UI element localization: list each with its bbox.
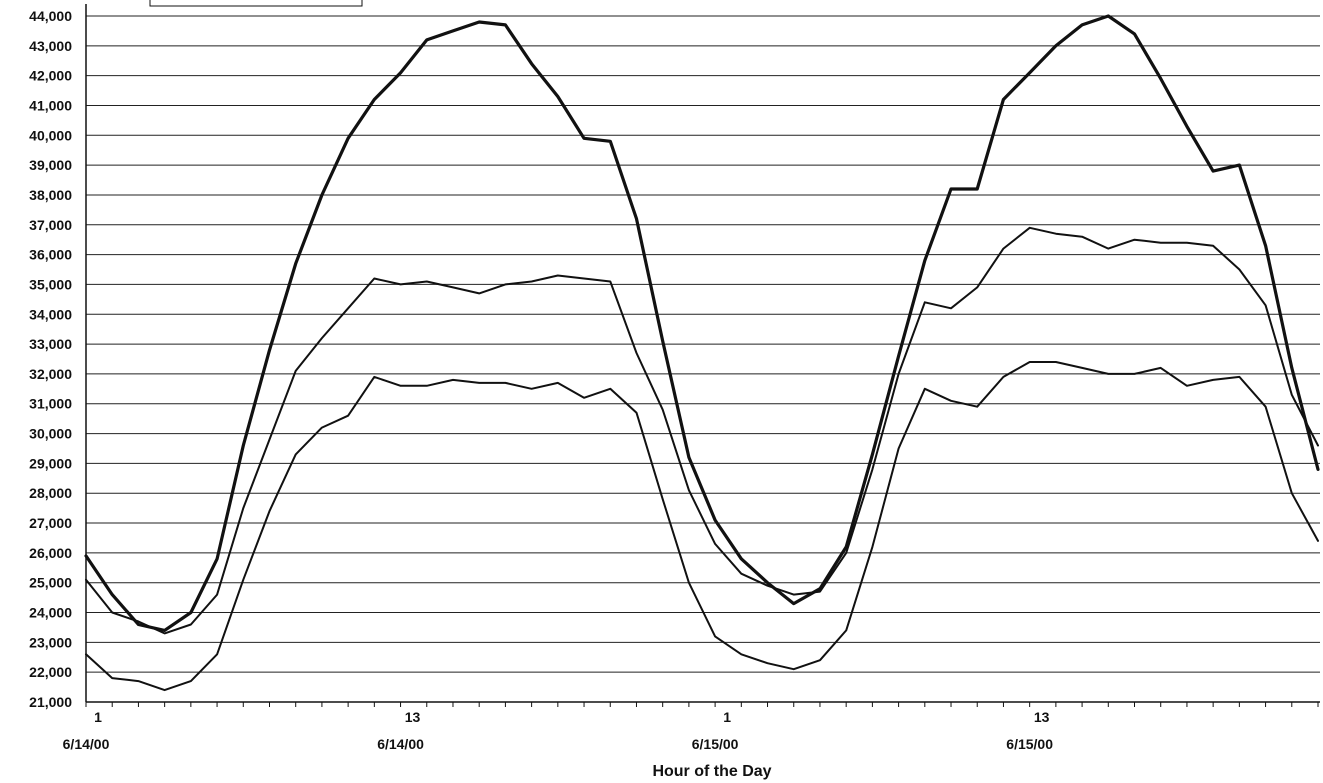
x-tick-hour: 1 <box>94 709 102 725</box>
y-tick-label: 35,000 <box>29 276 72 292</box>
y-tick-label: 25,000 <box>29 575 72 591</box>
y-tick-label: 37,000 <box>29 217 72 233</box>
series-lines <box>84 14 1320 692</box>
x-tick-hour: 1 <box>723 709 731 725</box>
y-tick-label: 31,000 <box>29 396 72 412</box>
gridlines <box>86 15 1320 673</box>
y-tick-label: 22,000 <box>29 664 72 680</box>
y-tick-label: 27,000 <box>29 515 72 531</box>
series-line-2 <box>85 226 1319 635</box>
y-tick-label: 21,000 <box>29 694 72 710</box>
legend-box <box>149 0 363 7</box>
y-tick-label: 42,000 <box>29 68 72 84</box>
y-tick-label: 41,000 <box>29 97 72 113</box>
x-tick-date: 6/15/00 <box>1006 736 1053 752</box>
y-tick-label: 38,000 <box>29 187 72 203</box>
x-tick-hour: 13 <box>1034 709 1050 725</box>
y-tick-label: 29,000 <box>29 455 72 471</box>
y-tick-label: 44,000 <box>29 8 72 24</box>
x-tick-labels: 1 6/14/00 13 6/14/00 1 6/15/00 13 6/15/00 <box>63 709 1054 752</box>
y-tick-label: 26,000 <box>29 545 72 561</box>
series-line-1 <box>84 14 1320 633</box>
legend-fragment <box>149 0 363 7</box>
y-tick-label: 39,000 <box>29 157 72 173</box>
y-tick-label: 32,000 <box>29 366 72 382</box>
y-tick-labels: 21,000 22,000 23,000 24,000 25,000 26,000 27,0… <box>29 8 72 710</box>
series-line-3 <box>85 361 1319 692</box>
x-tick-date: 6/14/00 <box>377 736 424 752</box>
y-tick-label: 33,000 <box>29 336 72 352</box>
x-tick-date: 6/15/00 <box>692 736 739 752</box>
x-tick-hour: 13 <box>405 709 421 725</box>
y-tick-label: 34,000 <box>29 306 72 322</box>
y-tick-label: 43,000 <box>29 38 72 54</box>
y-tick-label: 36,000 <box>29 247 72 263</box>
x-tick-date: 6/14/00 <box>63 736 110 752</box>
axes <box>85 4 1320 707</box>
y-tick-label: 23,000 <box>29 634 72 650</box>
y-tick-label: 24,000 <box>29 605 72 621</box>
y-tick-label: 28,000 <box>29 485 72 501</box>
x-axis-label: Hour of the Day <box>652 763 771 780</box>
y-tick-label: 30,000 <box>29 426 72 442</box>
y-tick-label: 40,000 <box>29 127 72 143</box>
